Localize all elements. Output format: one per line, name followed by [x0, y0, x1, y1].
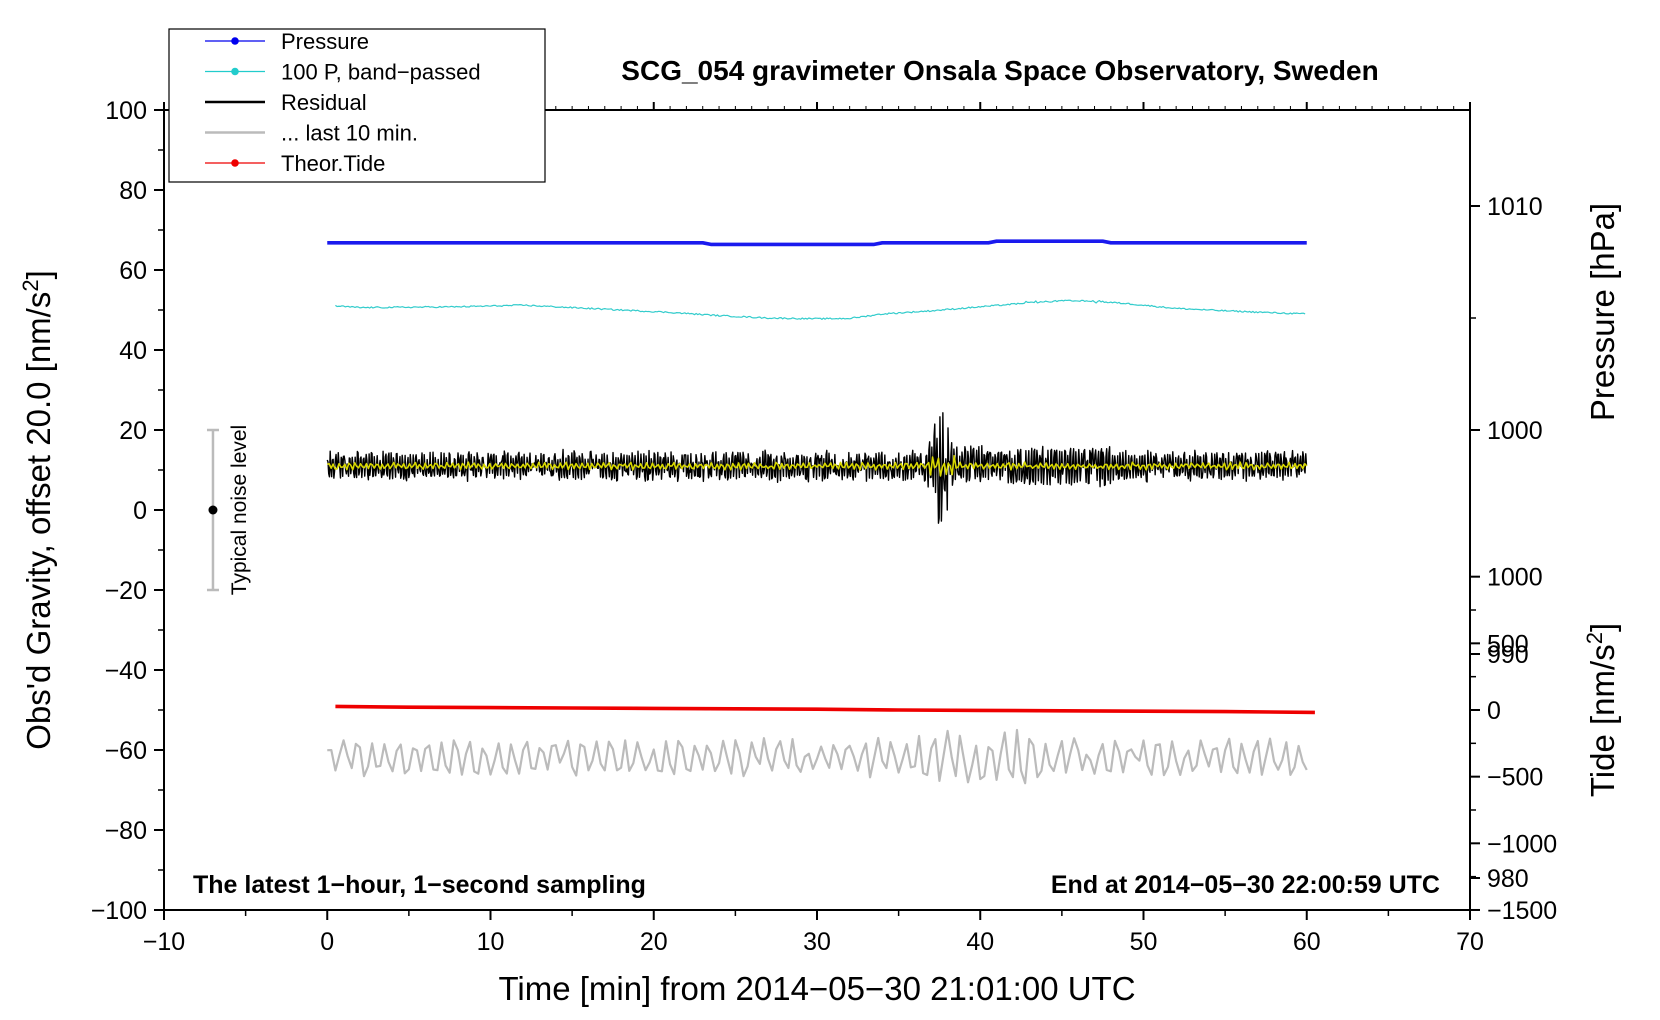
chart-title: SCG_054 gravimeter Onsala Space Observat…	[621, 55, 1378, 86]
tide-tick-label: −1000	[1487, 830, 1557, 858]
y-tick-label: −80	[105, 817, 147, 845]
series-last-10-min	[327, 728, 1308, 785]
x-tick-label: 0	[320, 928, 334, 956]
legend-marker	[231, 37, 239, 45]
pressure-axis: 9809901000101010201030	[1470, 193, 1543, 893]
x-tick-label: 70	[1456, 928, 1484, 956]
legend-marker	[231, 159, 239, 167]
footer-left-note: The latest 1−hour, 1−second sampling	[193, 871, 646, 899]
legend-item: Theor.Tide	[205, 151, 385, 176]
pressure-tick-label: 980	[1487, 865, 1529, 893]
y-tick-label: −20	[105, 577, 147, 605]
legend-items: Pressure 100 P, band−passed Residual ... la…	[205, 29, 481, 176]
x-tick-label: 20	[640, 928, 668, 956]
legend-label: Residual	[281, 90, 367, 115]
legend-item: Residual	[205, 90, 367, 115]
y-axis: −100 −80 −60 −40 −20 0 20 40 60 80 100	[91, 97, 164, 925]
legend-label: Pressure	[281, 29, 369, 54]
y-tick-label: 20	[119, 417, 147, 445]
noise-level-indicator	[206, 428, 219, 592]
x-tick-label: −10	[143, 928, 185, 956]
legend: Pressure 100 P, band−passed Residual ... la…	[168, 28, 546, 183]
series-layer	[326, 239, 1315, 785]
legend-label: Theor.Tide	[281, 151, 385, 176]
y-tick-label: 100	[105, 97, 147, 125]
y-tick-label: 80	[119, 177, 147, 205]
y-axis-label: Obs'd Gravity, offset 20.0 [nm/s2]	[18, 270, 57, 750]
series-pressure-band-passed	[335, 299, 1306, 320]
y-tick-label: 60	[119, 257, 147, 285]
legend-marker	[231, 67, 239, 76]
tide-tick-label: 0	[1487, 697, 1501, 725]
footer-right-note: End at 2014−05−30 22:00:59 UTC	[1051, 871, 1440, 899]
pressure-tick-label: 990	[1487, 641, 1529, 669]
x-tick-label: 30	[803, 928, 831, 956]
series-residual	[326, 412, 1308, 524]
pressure-axis-label: Pressure [hPa]	[1584, 203, 1621, 421]
pressure-tick-label: 1010	[1487, 193, 1543, 221]
x-axis: −10 0 10 20 30 40 50 60 70	[143, 102, 1484, 956]
legend-label: ... last 10 min.	[281, 121, 418, 146]
series-pressure	[327, 239, 1307, 247]
y-axis-label-sup: 2	[18, 279, 43, 291]
series-theor-tide	[335, 704, 1315, 715]
tide-axis-label: Tide [nm/s2]	[1582, 623, 1621, 797]
legend-label: 100 P, band−passed	[281, 60, 481, 85]
y-tick-label: 40	[119, 337, 147, 365]
x-axis-label: Time [min] from 2014−05−30 21:01:00 UTC	[498, 970, 1135, 1007]
x-tick-label: 60	[1293, 928, 1321, 956]
y-tick-label: −40	[105, 657, 147, 685]
y-tick-label: −100	[91, 897, 147, 925]
plot-frame	[163, 109, 1471, 911]
pressure-tick-label: 1000	[1487, 417, 1543, 445]
y-tick-label: −60	[105, 737, 147, 765]
x-tick-label: 10	[477, 928, 505, 956]
noise-center-dot	[208, 505, 218, 515]
legend-box	[168, 28, 546, 183]
legend-item: ... last 10 min.	[205, 121, 418, 146]
tide-tick-label: −500	[1487, 764, 1543, 792]
tide-axis-label-sup: 2	[1582, 632, 1607, 644]
legend-item: 100 P, band−passed	[205, 60, 481, 85]
tide-tick-label: 500	[1487, 630, 1529, 658]
tide-tick-label: −1500	[1487, 897, 1557, 925]
tide-tick-label: 1000	[1487, 564, 1543, 592]
series-residual-smoothed	[327, 454, 1308, 477]
noise-level-label: Typical noise level	[228, 425, 251, 595]
x-tick-label: 40	[966, 928, 994, 956]
tide-axis: −1500 −1000 −500 0 500 1000	[1470, 564, 1557, 925]
legend-item: Pressure	[205, 29, 369, 54]
x-tick-label: 50	[1130, 928, 1158, 956]
y-tick-label: 0	[133, 497, 147, 525]
